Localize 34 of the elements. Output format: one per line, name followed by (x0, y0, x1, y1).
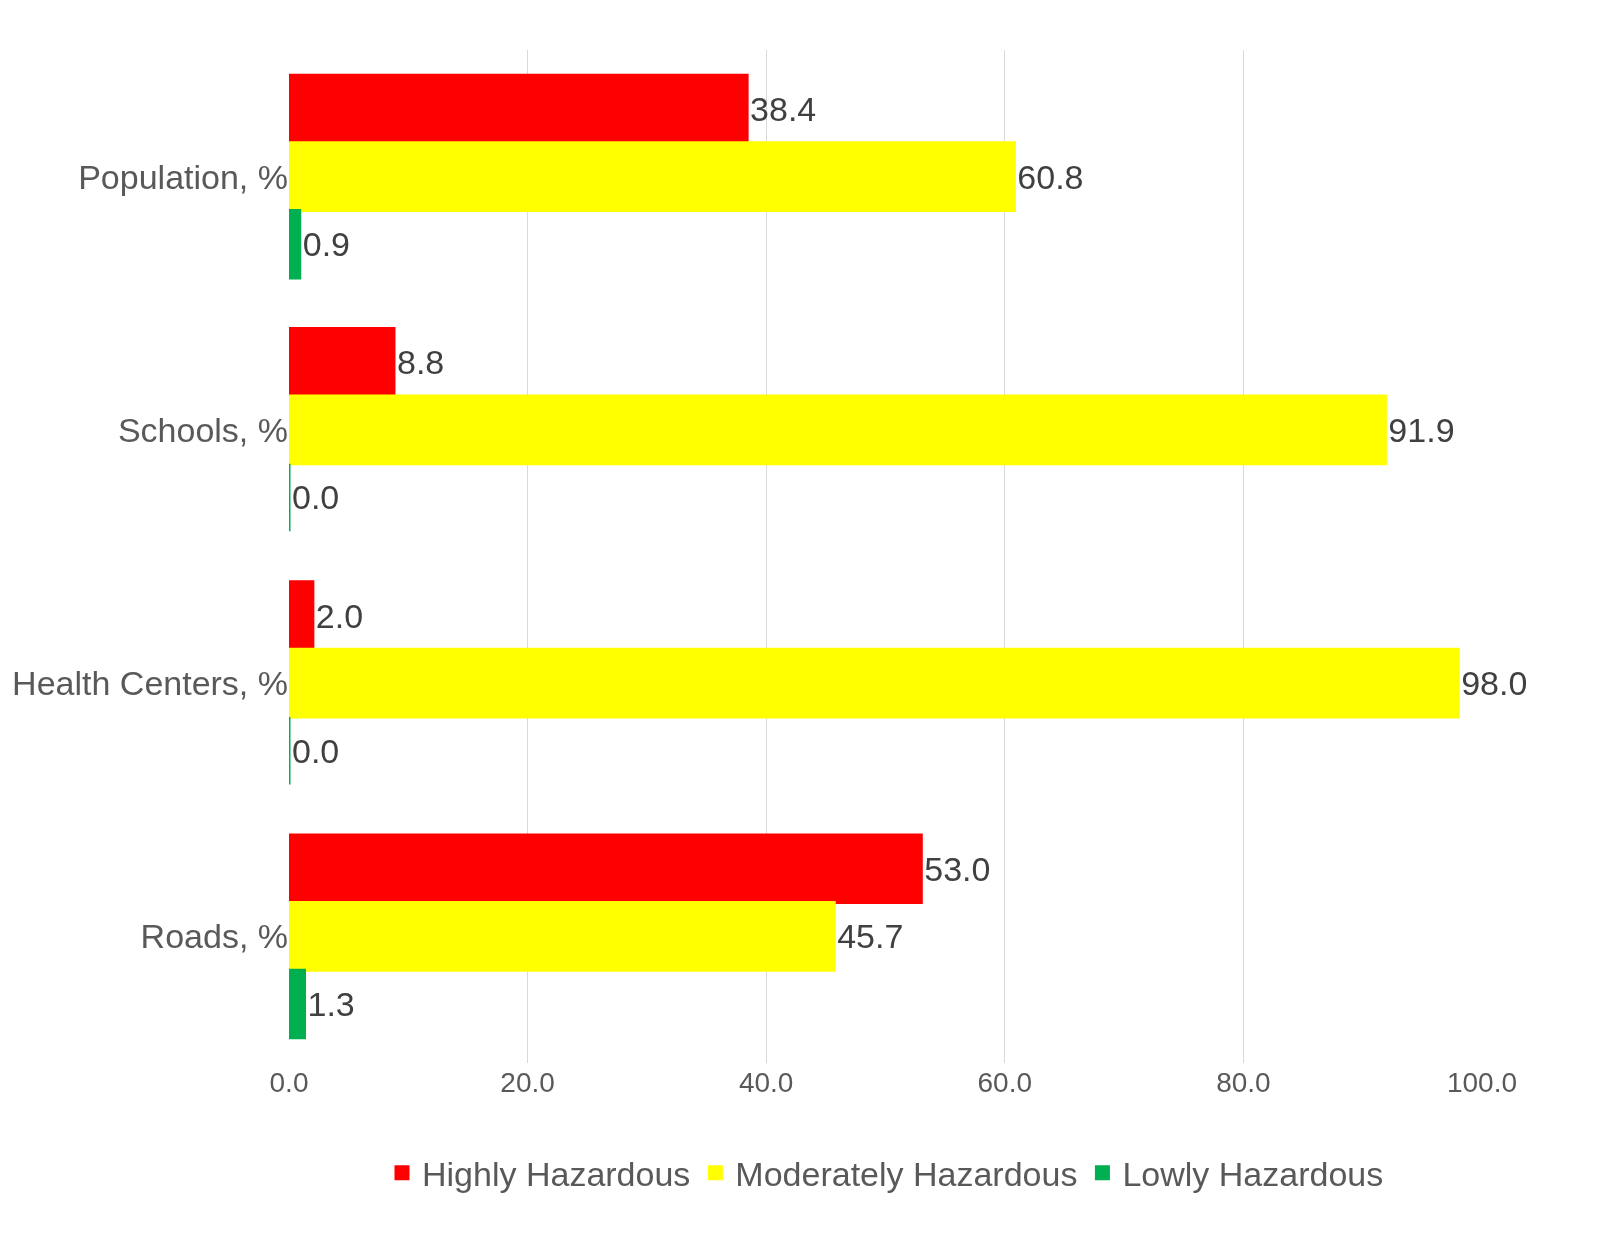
data-label: 38.4 (750, 90, 817, 129)
legend-label: Lowly Hazardous (1122, 1154, 1384, 1193)
bar (289, 327, 396, 398)
x-tick-label: 80.0 (1216, 1067, 1271, 1098)
legend-label: Moderately Hazardous (735, 1154, 1078, 1193)
data-label: 0.0 (292, 478, 340, 517)
x-tick-label: 40.0 (738, 1067, 794, 1098)
legend-label: Highly Hazardous (422, 1154, 691, 1193)
data-label: 98.0 (1461, 664, 1528, 703)
bar (289, 833, 923, 905)
data-label: 0.0 (292, 731, 340, 770)
bar (289, 141, 1016, 212)
bar (289, 580, 315, 651)
x-tick-label: 60.0 (977, 1067, 1033, 1098)
x-tick-label: 0.0 (269, 1067, 309, 1098)
data-label: 60.8 (1017, 157, 1084, 196)
data-label: 0.9 (302, 225, 351, 264)
y-tick-label: Schools, % (117, 410, 288, 449)
data-label: 91.9 (1388, 410, 1455, 449)
data-label: 45.7 (837, 917, 904, 956)
x-tick-label: 20.0 (500, 1067, 555, 1098)
bar (289, 901, 836, 972)
y-tick-label: Health Centers, % (12, 664, 288, 703)
x-tick-label: 100.0 (1446, 1067, 1518, 1098)
y-tick-label: Population, % (78, 157, 288, 196)
data-label: 1.3 (307, 984, 355, 1023)
bar (289, 968, 307, 1040)
bar (289, 208, 302, 280)
bar (289, 647, 1460, 719)
bar (289, 394, 1387, 466)
data-label: 8.8 (396, 343, 445, 382)
data-label: 53.0 (924, 849, 991, 888)
data-label: 2.0 (315, 596, 364, 635)
y-tick-label: Roads, % (140, 917, 288, 956)
